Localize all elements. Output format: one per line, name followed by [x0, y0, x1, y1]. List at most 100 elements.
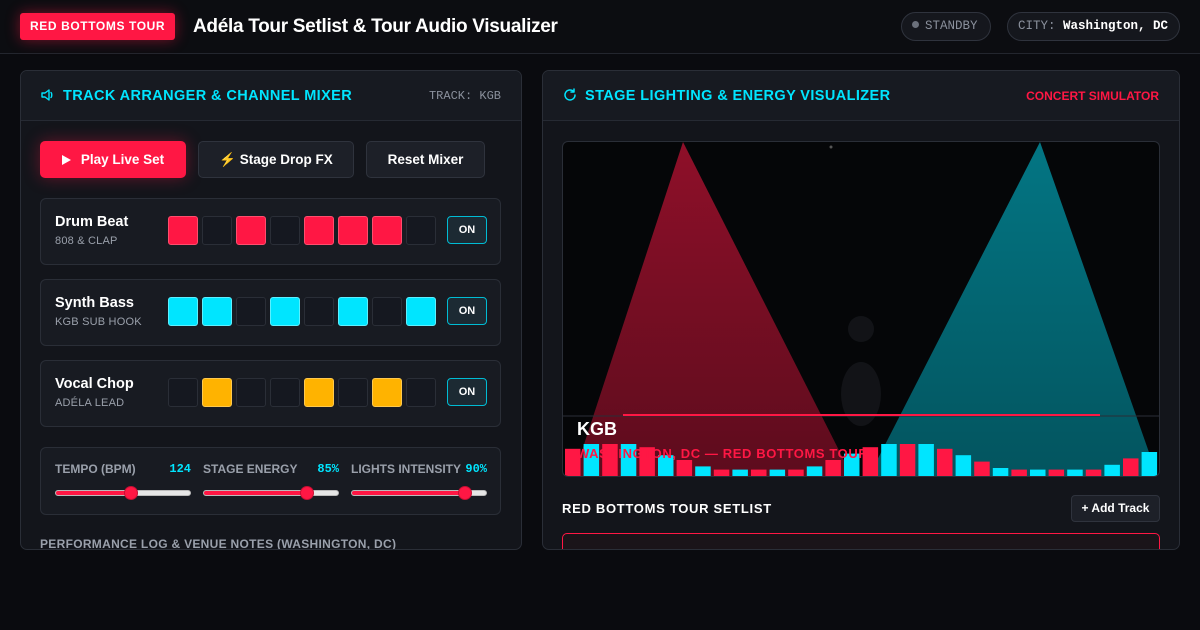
- stage-energy-slider[interactable]: [203, 486, 339, 500]
- equalizer-bar: [899, 444, 916, 476]
- track-sub: ADÉLA LEAD: [55, 397, 125, 409]
- step-pad[interactable]: [168, 216, 198, 245]
- step-pad[interactable]: [304, 216, 334, 245]
- step-pad[interactable]: [304, 297, 334, 326]
- speaker-icon: [41, 89, 53, 101]
- track-row-drum: Drum Beat 808 & CLAP ON: [40, 198, 501, 265]
- equalizer-bar: [1123, 458, 1139, 476]
- slider-knob[interactable]: [124, 486, 139, 500]
- stage-canvas: KGB WASHINGTON, DC — RED BOTTOMS TOUR: [562, 141, 1160, 477]
- slider-label: LIGHTS INTENSITY: [351, 462, 462, 476]
- equalizer-bars: [565, 444, 1158, 476]
- slider-knob[interactable]: [457, 486, 472, 500]
- equalizer-bar: [862, 447, 879, 476]
- track-row-synth: Synth Bass KGB SUB HOOK ON: [40, 279, 501, 346]
- slider-value: 85%: [317, 462, 339, 476]
- step-pad[interactable]: [338, 297, 368, 326]
- play-label: Play Live Set: [80, 152, 165, 167]
- equalizer-bar: [602, 444, 618, 476]
- step-sequencer: [168, 216, 436, 245]
- equalizer-bar: [1067, 469, 1083, 476]
- tempo-slider[interactable]: [55, 486, 191, 500]
- red-spotlight-beam: [573, 142, 852, 476]
- ceiling-light-icon: [829, 145, 833, 149]
- lights-intensity-slider[interactable]: [351, 486, 487, 500]
- step-pad[interactable]: [372, 297, 402, 326]
- play-live-set-button[interactable]: Play Live Set: [40, 141, 186, 178]
- app-title: Adéla Tour Setlist & Tour Audio Visualiz…: [193, 16, 558, 37]
- slider-fill: [56, 491, 132, 495]
- equalizer-bar: [1085, 469, 1102, 476]
- step-pad[interactable]: [406, 216, 436, 245]
- visualizer-panel-title: STAGE LIGHTING & ENERGY VISUALIZER: [563, 88, 891, 104]
- step-pad[interactable]: [372, 378, 402, 407]
- step-pad[interactable]: [202, 378, 232, 407]
- city-label: CITY:: [1018, 19, 1056, 33]
- equalizer-bar: [992, 468, 1009, 476]
- mixer-sliders: TEMPO (BPM) 124 STAGE ENERGY 85% LIGHTS …: [40, 447, 501, 515]
- step-pad[interactable]: [168, 297, 198, 326]
- step-pad[interactable]: [406, 378, 436, 407]
- track-toggle-button[interactable]: ON: [447, 297, 487, 325]
- step-sequencer: [168, 378, 436, 407]
- step-pad[interactable]: [202, 297, 232, 326]
- step-pad[interactable]: [338, 216, 368, 245]
- stage-drop-fx-button[interactable]: ⚡ Stage Drop FX: [198, 141, 354, 178]
- step-pad[interactable]: [270, 297, 300, 326]
- add-track-button[interactable]: + Add Track: [1071, 495, 1160, 522]
- mixer-panel-header: TRACK ARRANGER & CHANNEL MIXER TRACK: KG…: [21, 71, 521, 121]
- equalizer-bar: [695, 466, 711, 476]
- equalizer-bar: [788, 469, 804, 476]
- step-pad[interactable]: [270, 216, 300, 245]
- equalizer-bar: [732, 469, 748, 476]
- track-name: Vocal Chop: [55, 376, 134, 392]
- slider-fill: [352, 491, 465, 495]
- equalizer-bar: [639, 447, 655, 476]
- setlist-row-active[interactable]: [562, 533, 1160, 549]
- reset-mixer-button[interactable]: Reset Mixer: [366, 141, 485, 178]
- tour-badge: RED BOTTOMS TOUR: [20, 13, 176, 40]
- performer-silhouette: [841, 316, 881, 426]
- step-pad[interactable]: [236, 378, 266, 407]
- step-pad[interactable]: [338, 378, 368, 407]
- concert-simulator-label: CONCERT SIMULATOR: [1026, 89, 1159, 103]
- slider-value: 124: [169, 462, 191, 476]
- equalizer-bar: [955, 455, 972, 476]
- refresh-icon: [564, 88, 576, 101]
- equalizer-bar: [1030, 469, 1046, 476]
- slider-knob[interactable]: [300, 486, 315, 500]
- now-playing-location: WASHINGTON, DC — RED BOTTOMS TOUR: [577, 446, 869, 461]
- equalizer-bar: [844, 453, 860, 476]
- visualizer-title-text: STAGE LIGHTING & ENERGY VISUALIZER: [585, 88, 891, 104]
- step-pad[interactable]: [236, 297, 266, 326]
- step-pad[interactable]: [168, 378, 198, 407]
- track-name: Drum Beat: [55, 214, 129, 230]
- track-toggle-button[interactable]: ON: [447, 216, 487, 244]
- step-pad[interactable]: [270, 378, 300, 407]
- track-toggle-button[interactable]: ON: [447, 378, 487, 406]
- top-bar: RED BOTTOMS TOUR Adéla Tour Setlist & To…: [0, 0, 1200, 54]
- lights-slider-group: LIGHTS INTENSITY 90%: [351, 462, 487, 500]
- status-pill: STANDBY: [901, 12, 991, 41]
- cyan-spotlight-beam: [869, 142, 1158, 476]
- equalizer-bar: [974, 461, 990, 476]
- step-pad[interactable]: [406, 297, 436, 326]
- status-dot-icon: [912, 21, 919, 28]
- performance-log-label: PERFORMANCE LOG & VENUE NOTES (WASHINGTO…: [40, 537, 397, 550]
- step-sequencer: [168, 297, 436, 326]
- slider-value: 90%: [465, 462, 487, 476]
- track-name: Synth Bass: [55, 295, 134, 311]
- equalizer-bar: [918, 444, 934, 476]
- step-pad[interactable]: [236, 216, 266, 245]
- play-icon: [61, 155, 71, 165]
- status-text: STANDBY: [925, 19, 978, 33]
- equalizer-bar: [658, 455, 674, 476]
- step-pad[interactable]: [304, 378, 334, 407]
- step-pad[interactable]: [372, 216, 402, 245]
- now-playing-title: KGB: [577, 419, 617, 439]
- step-pad[interactable]: [202, 216, 232, 245]
- equalizer-bar: [937, 448, 953, 476]
- visualizer-panel-header: STAGE LIGHTING & ENERGY VISUALIZER CONCE…: [543, 71, 1179, 121]
- stage-svg: [563, 142, 1159, 476]
- equalizer-bar: [565, 448, 581, 476]
